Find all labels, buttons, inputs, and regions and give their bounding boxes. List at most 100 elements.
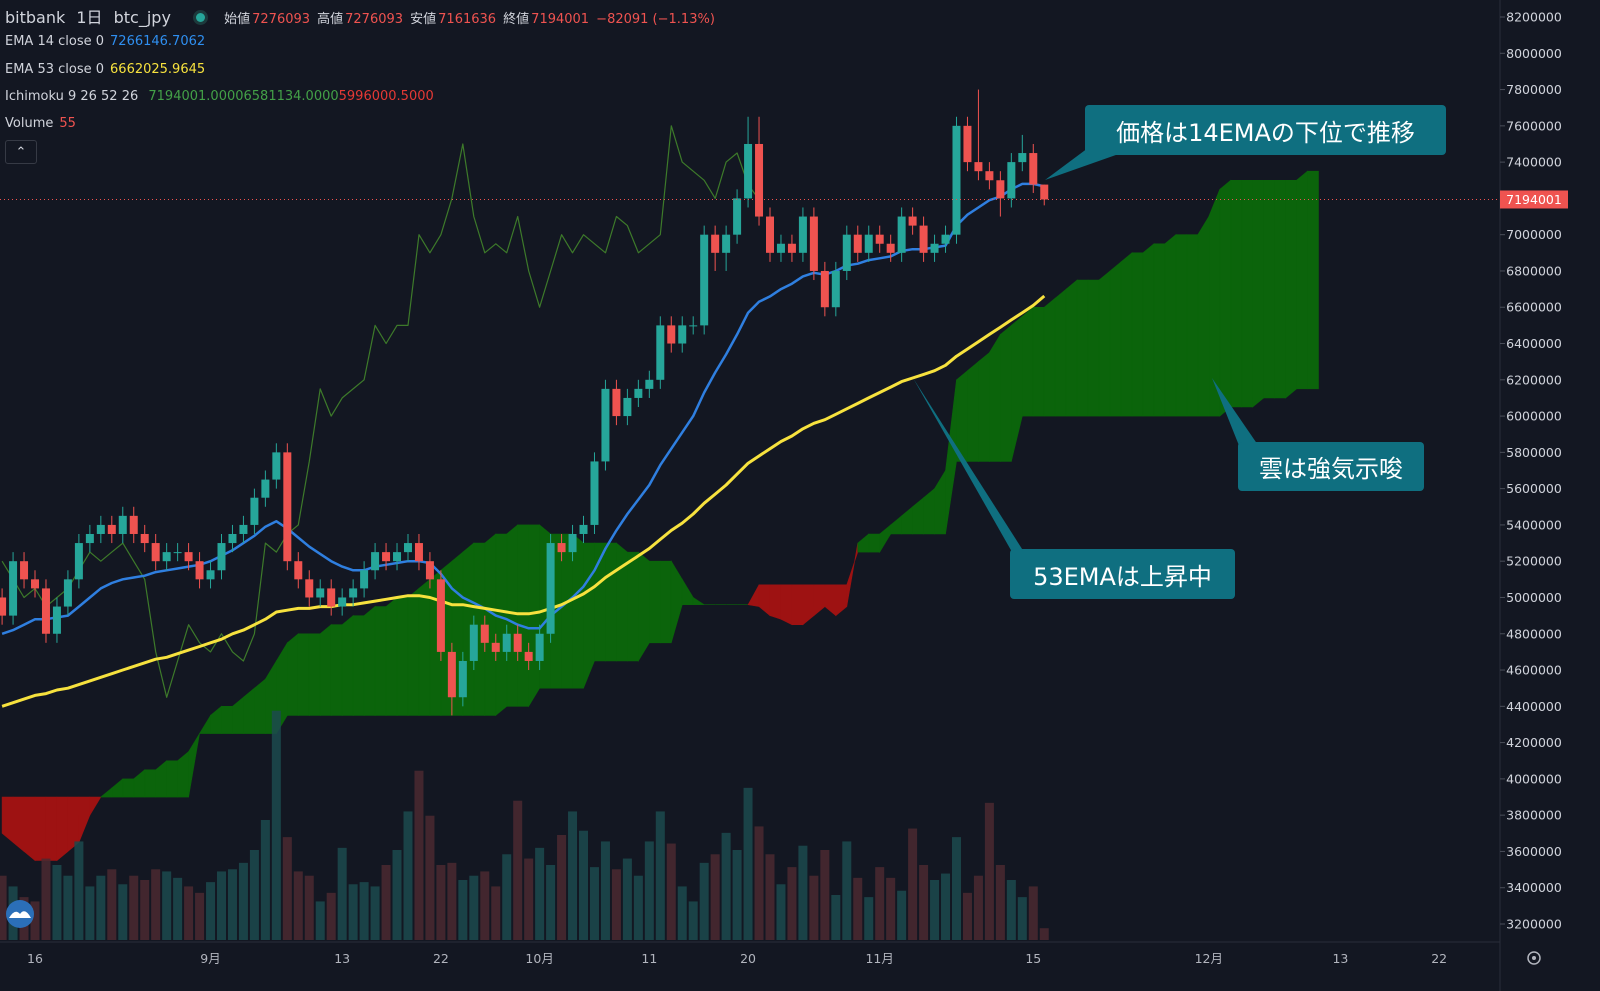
candle-body bbox=[250, 497, 259, 525]
candle-body bbox=[151, 543, 160, 562]
candle-body bbox=[546, 543, 555, 634]
x-tick-label: 13 bbox=[1332, 951, 1348, 966]
callout-pointer bbox=[1212, 378, 1260, 448]
x-tick-label: 11 bbox=[641, 951, 657, 966]
cloud bbox=[616, 542, 628, 662]
volume-bar bbox=[293, 871, 303, 940]
candle-body bbox=[766, 216, 774, 253]
candle-body bbox=[327, 588, 336, 607]
ohlc-value: 7276093 bbox=[252, 12, 311, 27]
cloud bbox=[1175, 234, 1188, 417]
candle-body bbox=[129, 515, 138, 534]
indicator-value: 6662025.9645 bbox=[110, 62, 206, 77]
cloud bbox=[23, 796, 36, 862]
indicator-value: 5996000.5000 bbox=[338, 89, 434, 104]
candle-body bbox=[0, 597, 7, 616]
settings-icon[interactable] bbox=[1527, 951, 1541, 965]
volume-bar bbox=[688, 901, 698, 940]
cloud bbox=[1263, 179, 1275, 399]
cloud bbox=[188, 733, 200, 798]
volume-bar bbox=[118, 884, 128, 940]
y-tick-label: 4000000 bbox=[1506, 771, 1562, 786]
collapse-button[interactable]: ⌃ bbox=[5, 140, 37, 164]
candle-body bbox=[436, 579, 445, 652]
cloud bbox=[34, 796, 47, 861]
cloud bbox=[956, 370, 968, 462]
volume-bar bbox=[348, 884, 358, 940]
volume-bar bbox=[754, 826, 764, 940]
x-tick-label: 15 bbox=[1025, 951, 1041, 966]
candle-body bbox=[831, 270, 840, 308]
cloud bbox=[1241, 179, 1253, 408]
ohlc-value: 7194001 bbox=[531, 12, 590, 27]
lagging-span bbox=[1, 125, 760, 698]
volume-bar bbox=[776, 884, 786, 940]
volume-bar bbox=[162, 871, 172, 940]
ohlc-value: 7161636 bbox=[438, 12, 497, 27]
volume-bar bbox=[721, 832, 731, 940]
volume-bar bbox=[184, 886, 194, 940]
indicator-value: 7266146.7062 bbox=[110, 34, 206, 49]
candle-body bbox=[228, 533, 237, 544]
indicator-name: EMA 53 close 0 bbox=[5, 62, 105, 77]
volume-bar bbox=[611, 869, 621, 940]
candle-body bbox=[1029, 153, 1038, 185]
candle-body bbox=[853, 234, 862, 253]
volume-bar bbox=[359, 882, 369, 940]
candle-body bbox=[974, 162, 983, 172]
cloud bbox=[506, 524, 518, 707]
volume-bar bbox=[227, 869, 237, 940]
cloud bbox=[254, 678, 266, 734]
interval[interactable]: 1日 bbox=[76, 8, 103, 27]
change: −82091 (−1.13%) bbox=[596, 12, 715, 27]
volume-bar bbox=[96, 875, 106, 940]
candle-body bbox=[1007, 162, 1016, 199]
cloud bbox=[528, 524, 540, 708]
candle-body bbox=[733, 198, 742, 235]
cloud bbox=[374, 606, 387, 716]
candle-body bbox=[601, 388, 610, 462]
indicator-legend[interactable]: EMA 53 close 0 6662025.9645 bbox=[5, 62, 211, 77]
y-tick-label: 5200000 bbox=[1506, 554, 1562, 569]
volume-bar bbox=[491, 886, 501, 940]
volume-bar bbox=[875, 867, 885, 940]
candle-body bbox=[755, 143, 764, 217]
candle-body bbox=[261, 479, 270, 498]
volume-bar bbox=[842, 841, 852, 940]
candle-body bbox=[864, 234, 873, 253]
candle-body bbox=[425, 561, 434, 580]
x-tick-label: 12月 bbox=[1195, 951, 1223, 966]
annotation: 価格は14EMAの下位で推移 bbox=[1085, 105, 1446, 155]
volume-bar bbox=[809, 875, 819, 940]
candle-body bbox=[283, 452, 292, 562]
volume-bar bbox=[831, 895, 841, 940]
candle-body bbox=[184, 552, 193, 562]
candle-body bbox=[206, 570, 215, 580]
status-dot bbox=[196, 13, 206, 22]
y-tick-label: 6800000 bbox=[1506, 263, 1562, 278]
cloud bbox=[1120, 252, 1133, 417]
volume-bar bbox=[710, 854, 720, 940]
volume-bar bbox=[447, 862, 457, 940]
indicator-legend[interactable]: Volume 55 bbox=[5, 116, 82, 131]
candle-body bbox=[173, 552, 182, 554]
volume-bar bbox=[1039, 928, 1049, 940]
y-tick-label: 3400000 bbox=[1506, 880, 1562, 895]
candle-body bbox=[557, 543, 566, 553]
cloud bbox=[769, 584, 782, 620]
x-tick-label: 13 bbox=[334, 951, 350, 966]
x-tick-label: 9月 bbox=[200, 951, 220, 966]
cloud bbox=[1252, 179, 1264, 408]
indicator-legend[interactable]: EMA 14 close 0 7266146.7062 bbox=[5, 34, 211, 49]
cloud bbox=[627, 551, 639, 662]
candle-body bbox=[31, 579, 40, 589]
callout-pointer bbox=[1045, 148, 1130, 180]
cloud bbox=[780, 584, 793, 626]
candle-body bbox=[20, 561, 29, 580]
cloud bbox=[1131, 252, 1144, 417]
indicator-legend[interactable]: Ichimoku 9 26 52 26 7194001.00006581134.… bbox=[5, 89, 434, 104]
candle-body bbox=[414, 543, 423, 562]
y-tick-label: 4400000 bbox=[1506, 699, 1562, 714]
cloud bbox=[978, 351, 990, 462]
x-tick-label: 20 bbox=[740, 951, 756, 966]
